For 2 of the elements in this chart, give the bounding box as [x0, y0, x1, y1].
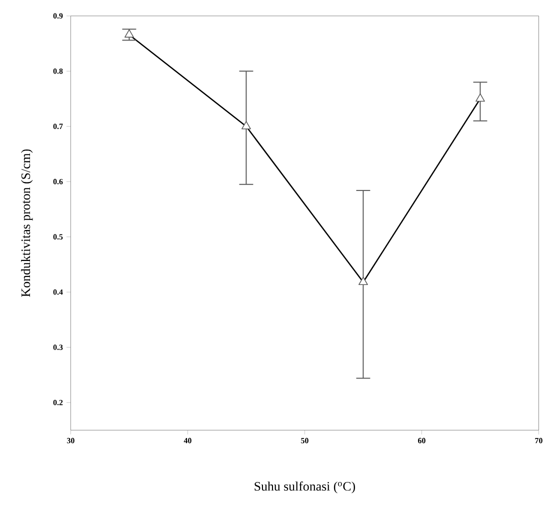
- y-axis-title: Konduktivitas proton (S/cm): [21, 150, 33, 297]
- x-axis-title: Suhu sulfonasi ($^{o}$C): [254, 482, 356, 494]
